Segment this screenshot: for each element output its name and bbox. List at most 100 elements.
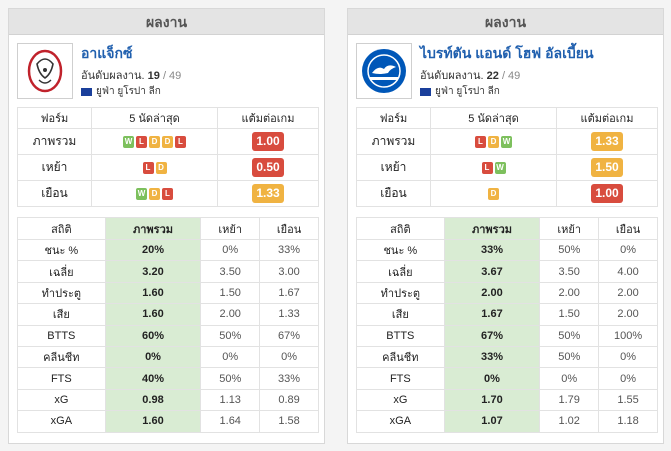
stat-home: 1.50 xyxy=(200,281,261,305)
ppg-badge: 0.50 xyxy=(252,158,284,177)
form-row-label: ภาพรวม xyxy=(17,128,92,155)
stat-label: คลีนชีท xyxy=(17,345,106,369)
stats-row: xG 1.70 1.79 1.55 xyxy=(356,388,658,412)
stat-away: 0% xyxy=(259,345,319,369)
form-result-chip[interactable]: L xyxy=(162,187,173,200)
stat-overall: 1.67 xyxy=(443,303,541,326)
stat-home: 2.00 xyxy=(200,303,261,326)
stats-header-cell: เยือน xyxy=(598,217,658,240)
stats-row: BTTS 67% 50% 100% xyxy=(356,324,658,347)
stats-row: เสีย 1.67 1.50 2.00 xyxy=(356,303,658,326)
stat-away: 1.58 xyxy=(259,410,319,433)
stat-label: FTS xyxy=(17,367,106,390)
stats-row: เฉลี่ย 3.67 3.50 4.00 xyxy=(356,260,658,283)
ppg-badge: 1.33 xyxy=(591,132,623,151)
stat-overall: 0% xyxy=(104,345,202,369)
stats-row: FTS 0% 0% 0% xyxy=(356,367,658,390)
stats-header-row: สถิติ ภาพรวม เหย้า เยือน xyxy=(17,217,319,240)
stat-label: คลีนชีท xyxy=(356,345,445,369)
stat-label: เสีย xyxy=(356,303,445,326)
panel-header: ผลงาน xyxy=(348,9,663,35)
form-row-label: ภาพรวม xyxy=(356,128,431,155)
ppg-badge: 1.50 xyxy=(591,158,623,177)
stat-overall: 33% xyxy=(443,345,541,369)
stat-home: 50% xyxy=(539,345,600,369)
form-result-chip[interactable]: D xyxy=(149,135,160,148)
league-row: ยูฟ่า ยูโรปา ลีก xyxy=(81,84,161,99)
stats-header-cell: เยือน xyxy=(259,217,319,240)
eu-flag-icon xyxy=(81,87,92,96)
stat-home: 1.02 xyxy=(539,410,600,433)
league-row: ยูฟ่า ยูโรปา ลีก xyxy=(420,84,500,99)
form-result-chip[interactable]: L xyxy=(475,135,486,148)
stat-away: 0% xyxy=(598,238,658,262)
stat-away: 3.00 xyxy=(259,260,319,283)
stats-table: สถิติ ภาพรวม เหย้า เยือน ชนะ % 33% 50% 0% เฉลี่ย… xyxy=(356,217,658,433)
form-row: เยือน D 1.00 xyxy=(356,180,658,207)
form-row-label: เยือน xyxy=(17,180,92,207)
stat-label: ทำประตู xyxy=(17,281,106,305)
stat-home: 50% xyxy=(200,367,261,390)
rank-value: 19 xyxy=(147,70,160,82)
stat-away: 67% xyxy=(259,324,319,347)
stat-label: BTTS xyxy=(356,324,445,347)
ajax-logo-icon[interactable] xyxy=(17,43,73,99)
stat-label: เฉลี่ย xyxy=(356,260,445,283)
stat-label: ชนะ % xyxy=(356,238,445,262)
stat-overall: 1.70 xyxy=(443,388,541,412)
stat-home: 1.79 xyxy=(539,388,600,412)
ppg-cell: 1.33 xyxy=(556,128,658,155)
stat-overall: 1.07 xyxy=(443,410,541,433)
stat-away: 4.00 xyxy=(598,260,658,283)
stats-row: คลีนชีท 0% 0% 0% xyxy=(17,345,319,369)
league-name[interactable]: ยูฟ่า ยูโรปา ลีก xyxy=(435,86,500,97)
stats-row: xG 0.98 1.13 0.89 xyxy=(17,388,319,412)
stat-label: ชนะ % xyxy=(17,238,106,262)
stat-away: 2.00 xyxy=(598,281,658,305)
stat-home: 50% xyxy=(200,324,261,347)
ppg-badge: 1.33 xyxy=(252,184,284,203)
form-result-chip[interactable]: D xyxy=(162,135,173,148)
stat-overall: 3.20 xyxy=(104,260,202,283)
form-header-cell: ฟอร์ม xyxy=(356,107,431,129)
stat-overall: 60% xyxy=(104,324,202,347)
stat-away: 0.89 xyxy=(259,388,319,412)
stats-row: ทำประตู 2.00 2.00 2.00 xyxy=(356,281,658,305)
form-result-chip[interactable]: D xyxy=(155,161,167,174)
rank-value: 22 xyxy=(486,70,499,82)
stat-away: 1.33 xyxy=(259,303,319,326)
form-result-chip[interactable]: W xyxy=(501,135,512,148)
stats-header-cell: ภาพรวม xyxy=(443,217,541,240)
stat-away: 1.18 xyxy=(598,410,658,433)
form-result-chip[interactable]: D xyxy=(488,187,499,200)
form-result-chip[interactable]: L xyxy=(136,135,147,148)
stat-overall: 33% xyxy=(443,238,541,262)
form-result-chip[interactable]: W xyxy=(123,135,134,148)
form-row-label: เยือน xyxy=(356,180,431,207)
stat-home: 0% xyxy=(200,345,261,369)
stat-label: BTTS xyxy=(17,324,106,347)
form-row: ภาพรวม W L D D L 1.00 xyxy=(17,128,319,155)
stats-row: เสีย 1.60 2.00 1.33 xyxy=(17,303,319,326)
form-header-row: ฟอร์ม 5 นัดล่าสุด แต้มต่อเกม xyxy=(17,107,319,129)
stat-label: ทำประตู xyxy=(356,281,445,305)
league-name[interactable]: ยูฟ่า ยูโรปา ลีก xyxy=(96,86,161,97)
stat-away: 0% xyxy=(598,367,658,390)
form-result-chip[interactable]: D xyxy=(149,187,160,200)
team-name-link[interactable]: ไบรท์ตัน แอนด์ โฮฟ อัลเบี้ยน xyxy=(420,45,594,61)
form-header-cell: ฟอร์ม xyxy=(17,107,92,129)
brighton-logo-icon[interactable] xyxy=(356,43,412,99)
stat-home: 0% xyxy=(539,367,600,390)
form-result-chip[interactable]: D xyxy=(488,135,499,148)
team-name-link[interactable]: อาแจ็กซ์ xyxy=(81,45,133,61)
form-result-chip[interactable]: W xyxy=(494,161,506,174)
eu-flag-icon xyxy=(420,87,431,96)
form-results: D xyxy=(430,180,557,207)
form-result-chip[interactable]: L xyxy=(142,161,154,174)
form-result-chip[interactable]: W xyxy=(136,187,147,200)
form-result-chip[interactable]: L xyxy=(481,161,493,174)
form-result-chip[interactable]: L xyxy=(175,135,186,148)
